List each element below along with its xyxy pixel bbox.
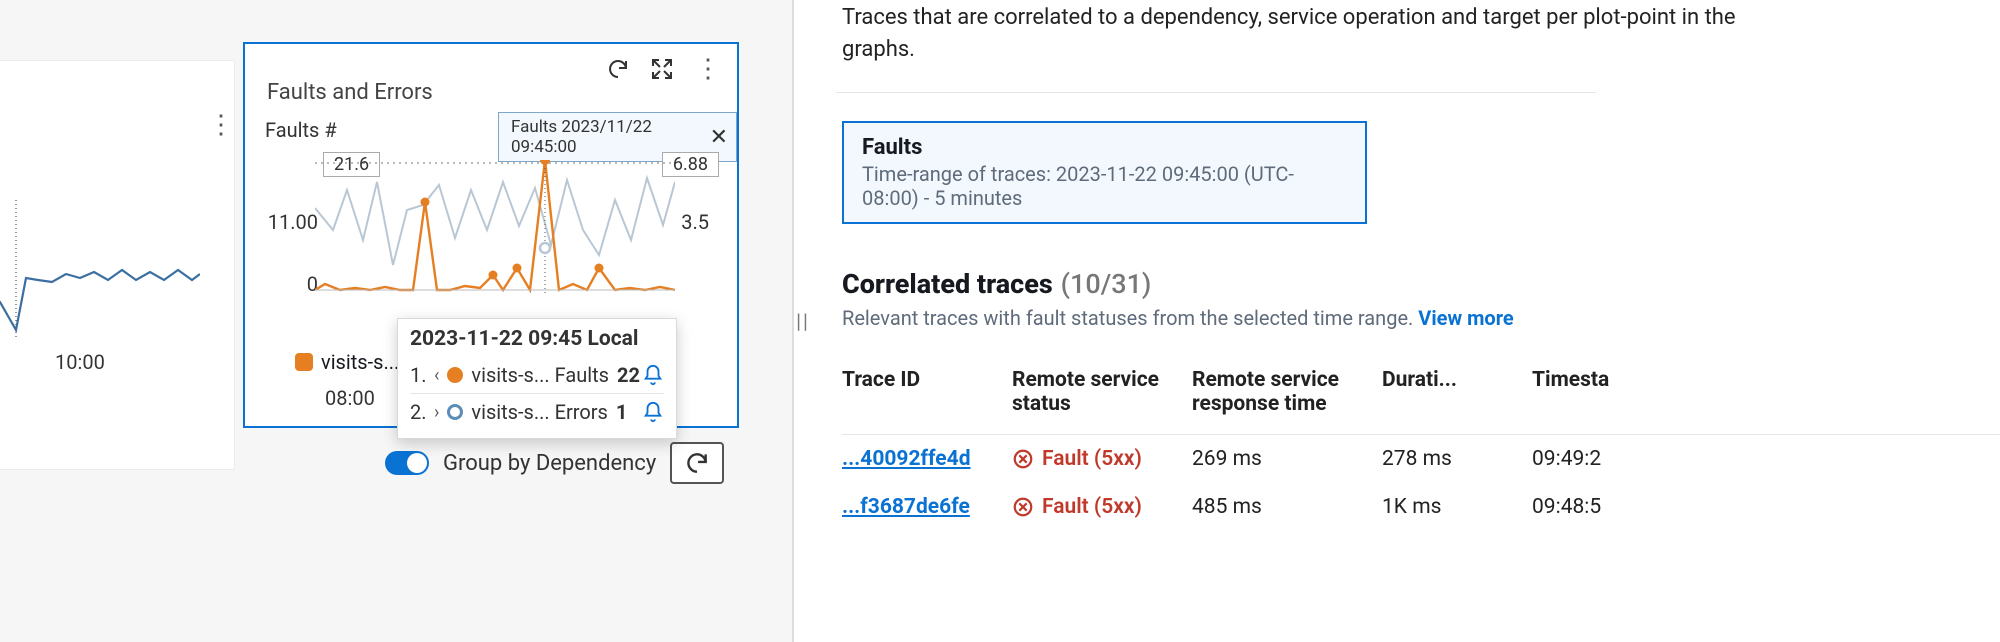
- bell-icon[interactable]: [642, 364, 664, 386]
- section-count: (10/31): [1061, 268, 1152, 300]
- status-badge: Fault (5xx): [1012, 447, 1178, 471]
- status-badge: Fault (5xx): [1012, 495, 1178, 519]
- trace-id-link[interactable]: ...f3687de6fe: [842, 495, 970, 519]
- tooltip-row: 1.‹visits-s... Faults 22: [410, 357, 664, 393]
- tooltip-row: 2.›visits-s... Errors 1: [410, 393, 664, 430]
- timestamp: 09:49:2: [1532, 434, 2000, 483]
- mini-chart-xtick: 10:00: [55, 350, 105, 374]
- intro-text: Traces that are correlated to a dependen…: [842, 0, 1762, 66]
- faults-info-box: Faults Time-range of traces: 2023-11-22 …: [842, 121, 1367, 224]
- chart-tooltip: 2023-11-22 09:45 Local 1.‹visits-s... Fa…: [397, 318, 677, 439]
- view-more-link[interactable]: View more: [1418, 306, 1513, 330]
- group-by-dependency-toggle[interactable]: [385, 451, 429, 475]
- table-header[interactable]: Remote service response time: [1192, 358, 1382, 435]
- left-pane: ⋮ 10:00 ⋮ Faults and Errors Faults # # F…: [0, 0, 792, 642]
- traces-table: Trace IDRemote service statusRemote serv…: [842, 358, 2000, 531]
- table-header[interactable]: Timesta: [1532, 358, 2000, 435]
- faults-box-title: Faults: [862, 135, 1347, 160]
- table-header[interactable]: Remote service status: [1012, 358, 1192, 435]
- filter-pill-label: Faults 2023/11/22 09:45:00: [511, 117, 700, 157]
- y-left-zero: 0: [263, 272, 318, 296]
- chevron-icon: ‹: [434, 365, 439, 386]
- tooltip-title: 2023-11-22 09:45 Local: [410, 327, 664, 351]
- series-marker-icon: [447, 404, 463, 420]
- table-header[interactable]: Trace ID: [842, 358, 1012, 435]
- pane-divider[interactable]: ||: [792, 0, 812, 642]
- refresh-icon[interactable]: [603, 54, 633, 84]
- table-row: ...40092ffe4d Fault (5xx) 269 ms278 ms09:4…: [842, 434, 2000, 483]
- divider-handle-icon[interactable]: ||: [796, 311, 810, 331]
- fault-icon: [1012, 448, 1034, 470]
- bell-icon[interactable]: [642, 401, 664, 423]
- fault-icon: [1012, 496, 1034, 518]
- table-row: ...f3687de6fe Fault (5xx) 485 ms1K ms09:48…: [842, 483, 2000, 531]
- section-desc: Relevant traces with fault statuses from…: [842, 306, 2000, 330]
- left-axis-label: Faults #: [265, 118, 337, 142]
- series-marker-icon: [447, 367, 463, 383]
- toggle-label: Group by Dependency: [443, 451, 656, 476]
- faults-errors-plot: [315, 160, 675, 300]
- filter-pill-close-icon[interactable]: ✕: [710, 125, 728, 150]
- section-title: Correlated traces: [842, 268, 1053, 300]
- mini-chart-more-icon[interactable]: ⋮: [208, 110, 234, 140]
- expand-icon[interactable]: [647, 54, 677, 84]
- y-right-mid: 3.5: [681, 210, 709, 234]
- refresh-button[interactable]: [670, 442, 724, 484]
- duration: 278 ms: [1382, 434, 1532, 483]
- correlated-traces-section: Correlated traces (10/31) Relevant trace…: [842, 268, 2000, 531]
- card-more-icon[interactable]: ⋮: [691, 63, 725, 76]
- resp-time: 485 ms: [1192, 483, 1382, 531]
- mini-line-chart: [0, 200, 200, 340]
- faults-box-subtitle: Time-range of traces: 2023-11-22 09:45:0…: [862, 162, 1347, 210]
- card-title: Faults and Errors: [267, 80, 433, 105]
- xtick-0: 08:00: [325, 386, 375, 410]
- separator: [836, 92, 1596, 93]
- timestamp: 09:48:5: [1532, 483, 2000, 531]
- trace-id-link[interactable]: ...40092ffe4d: [842, 447, 971, 471]
- chevron-icon: ›: [434, 402, 439, 423]
- duration: 1K ms: [1382, 483, 1532, 531]
- resp-time: 269 ms: [1192, 434, 1382, 483]
- table-header[interactable]: Durati...: [1382, 358, 1532, 435]
- y-left-mid: 11.00: [263, 210, 318, 234]
- right-pane: Traces that are correlated to a dependen…: [812, 0, 2000, 642]
- legend-swatch: [295, 353, 313, 371]
